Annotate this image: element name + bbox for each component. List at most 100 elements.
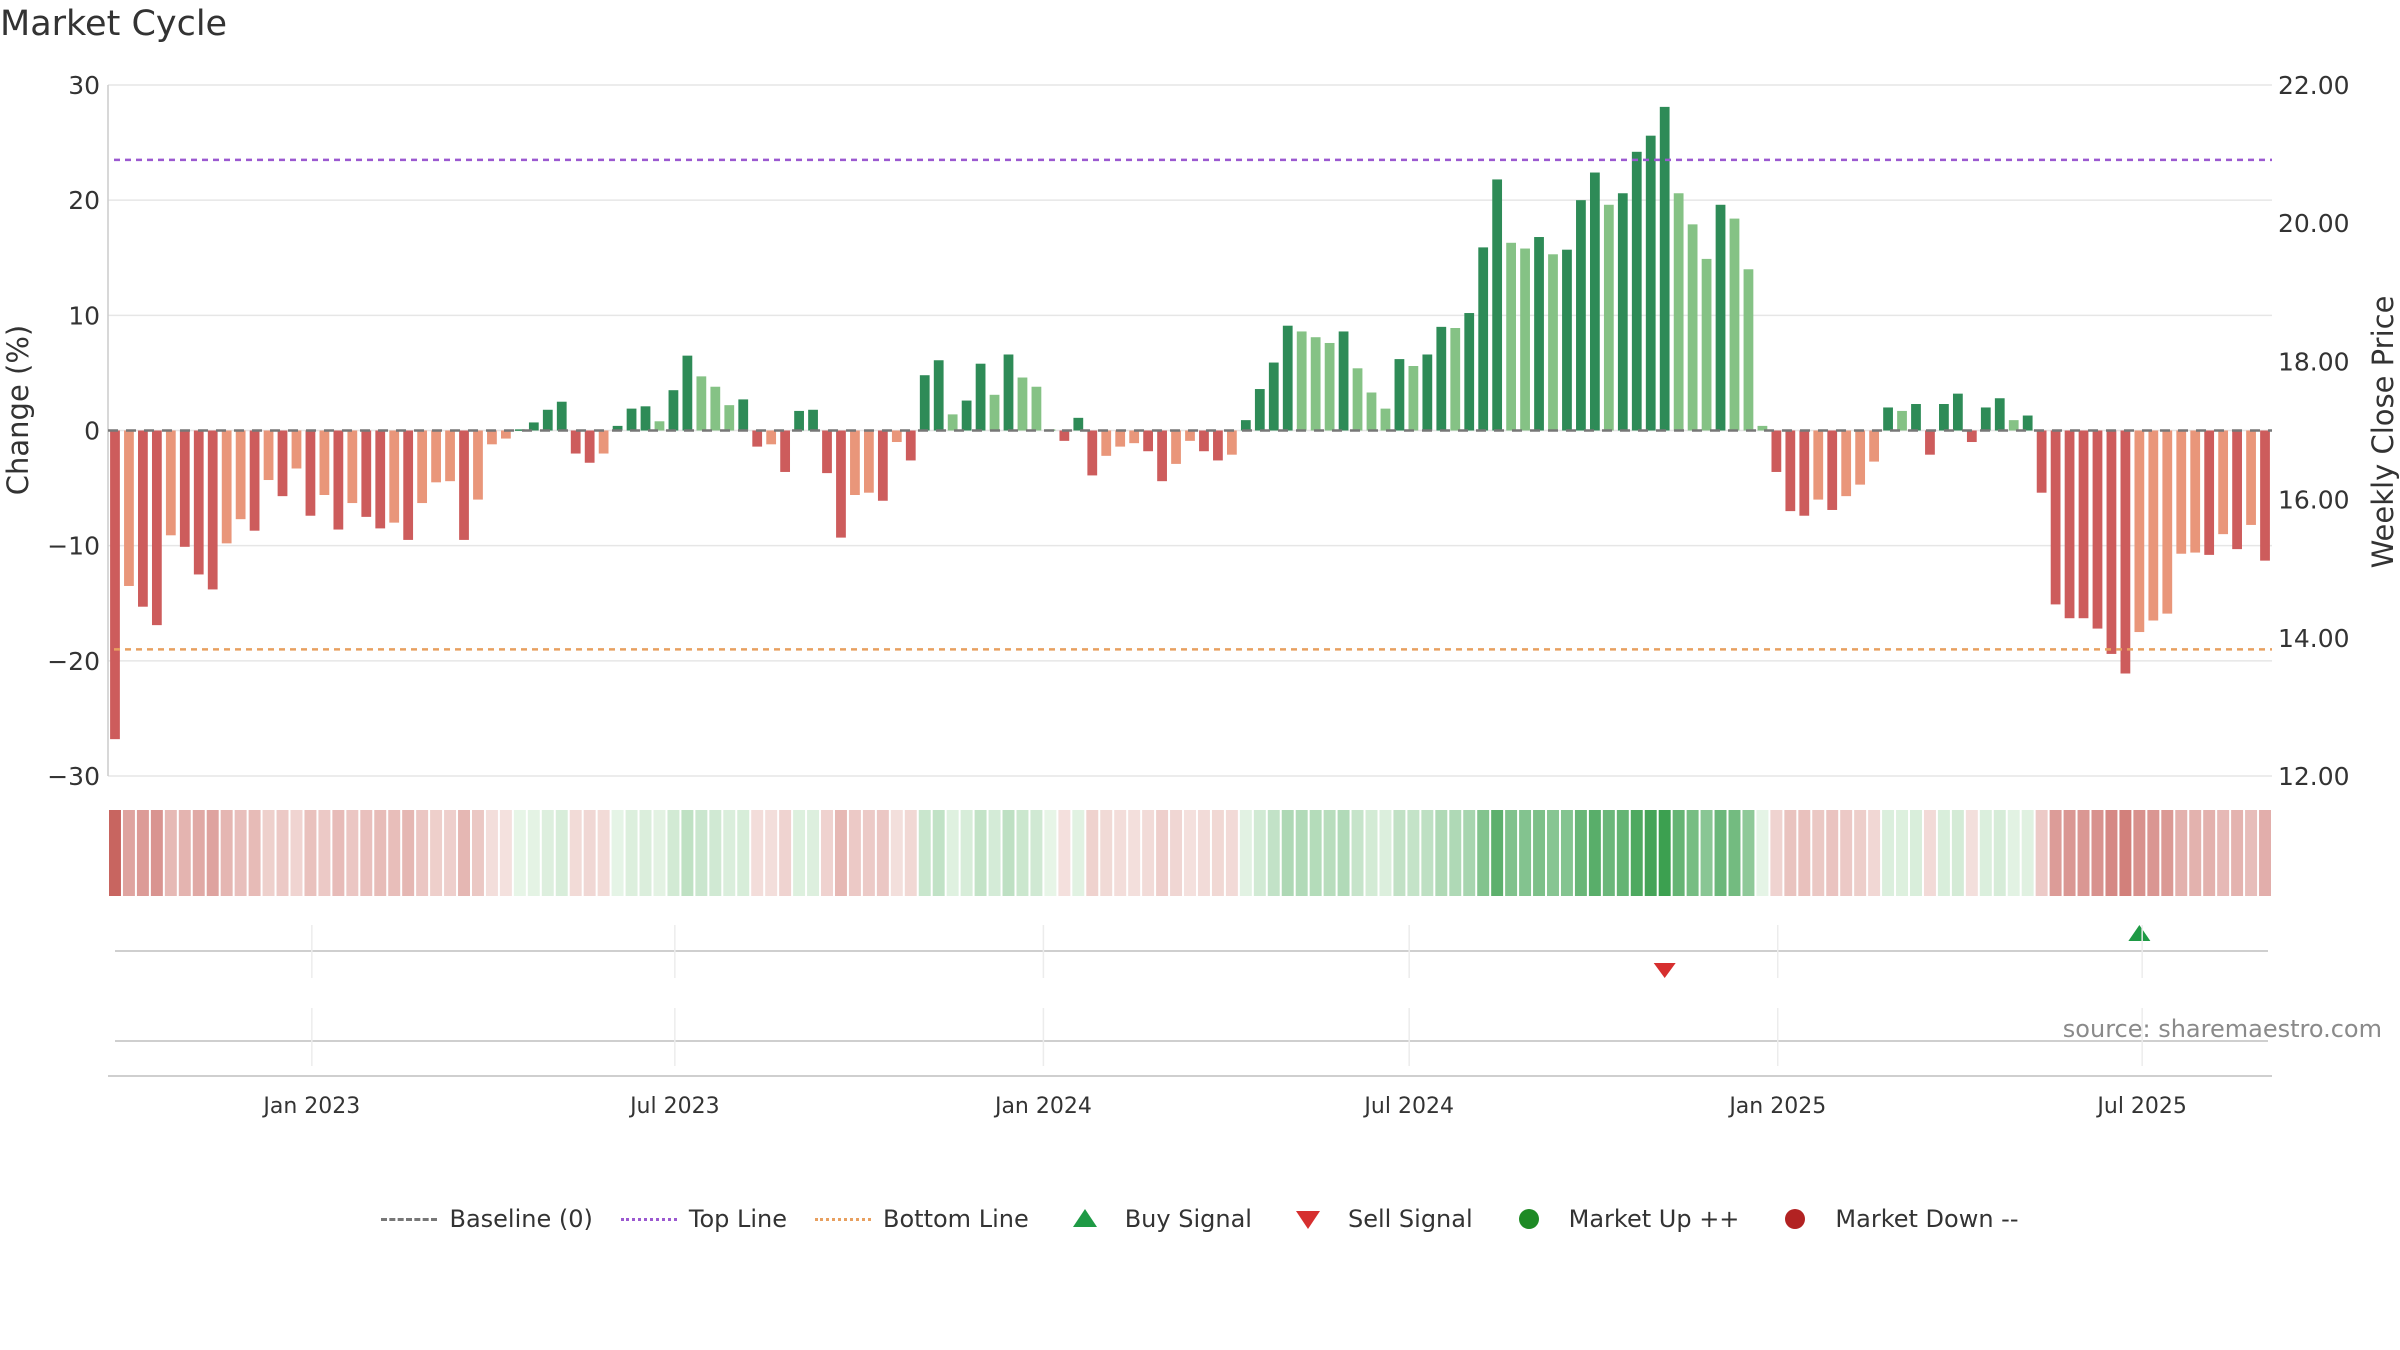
heat-cell [2245, 810, 2258, 896]
bar [1464, 313, 1475, 431]
bar [1994, 398, 2005, 431]
bar [235, 430, 246, 520]
bar [752, 430, 763, 447]
heat-cell [1882, 810, 1895, 896]
heat-cell [1993, 810, 2006, 896]
green-dot-icon [1501, 1207, 1557, 1231]
bar [1939, 404, 1949, 431]
y-tick-label: 30 [68, 71, 100, 100]
heat-cell [2217, 810, 2230, 896]
bar [864, 430, 874, 493]
heat-cell [751, 810, 764, 896]
bar [361, 430, 372, 517]
bar [1562, 249, 1572, 431]
bar [766, 430, 777, 445]
heat-cell [541, 810, 554, 896]
bar [836, 430, 846, 538]
bar [1003, 354, 1014, 431]
bar [179, 430, 190, 547]
bar [1115, 430, 1126, 447]
bar [124, 430, 134, 586]
heat-cell [346, 810, 359, 896]
bar [1799, 430, 1810, 516]
bar [1827, 430, 1838, 510]
bar [2064, 430, 2075, 619]
heat-cell [1714, 810, 1727, 896]
y2-tick-label: 16.00 [2278, 486, 2350, 515]
bar [1966, 430, 1977, 443]
heat-cell [848, 810, 861, 896]
heat-cell [1267, 810, 1280, 896]
legend-buy[interactable]: Buy Signal [1057, 1205, 1252, 1233]
bar [1952, 393, 1963, 431]
heat-cell [1030, 810, 1043, 896]
heat-cell [862, 810, 875, 896]
heat-cell [513, 810, 526, 896]
legend-market-down-label: Market Down -- [1835, 1205, 2019, 1233]
bar [1534, 237, 1544, 431]
heat-cell [1142, 810, 1155, 896]
legend-baseline[interactable]: Baseline (0) [381, 1205, 593, 1233]
bar [2204, 430, 2215, 555]
bar [1408, 366, 1419, 431]
bar [1478, 247, 1489, 431]
heat-cell [1784, 810, 1797, 896]
heat-cell [164, 810, 177, 896]
bar [1659, 106, 1670, 431]
legend-top-line[interactable]: Top Line [620, 1205, 787, 1233]
bottom-line-swatch-icon [815, 1207, 872, 1231]
heat-cell [1337, 810, 1350, 896]
heat-cell [1435, 810, 1448, 896]
bar [780, 430, 791, 472]
bar [2036, 430, 2047, 493]
heat-cell [388, 810, 401, 896]
heat-cell [1965, 810, 1978, 896]
legend-bottom-line[interactable]: Bottom Line [815, 1205, 1029, 1233]
bar [1226, 430, 1237, 455]
heat-cell [2119, 810, 2132, 896]
heat-cell [2147, 810, 2160, 896]
legend-market-up[interactable]: Market Up ++ [1501, 1205, 1739, 1233]
heat-cell [1910, 810, 1922, 896]
heat-cell [1449, 810, 1462, 896]
y2-tick-label: 20.00 [2278, 209, 2350, 238]
bar [1701, 258, 1712, 431]
bar [1324, 342, 1335, 431]
bar [1143, 430, 1154, 452]
legend-sell[interactable]: Sell Signal [1280, 1205, 1473, 1233]
heat-cell [1323, 810, 1336, 896]
heat-cell [918, 810, 931, 896]
heat-cell [807, 810, 820, 896]
heat-cell [1225, 810, 1238, 896]
heat-cell [220, 810, 233, 896]
heat-cell [430, 810, 443, 896]
x-tick-label: Jan 2024 [993, 1094, 1092, 1119]
heat-cell [374, 810, 387, 896]
heat-cell [206, 810, 219, 896]
heat-cell [2021, 810, 2034, 896]
bar [542, 409, 553, 431]
y-tick-label: 10 [68, 301, 100, 330]
heat-cell [1100, 810, 1113, 896]
bar [221, 430, 232, 544]
heat-cell [1044, 810, 1057, 896]
heat-cell [2105, 810, 2118, 896]
bar [403, 430, 414, 540]
bar [1199, 430, 1209, 452]
heat-cell [737, 810, 750, 896]
heat-cell [2035, 810, 2048, 896]
bar [1729, 218, 1740, 431]
heat-cell [1281, 810, 1294, 896]
heat-cell [1630, 810, 1643, 896]
bar [584, 430, 595, 463]
bar [1031, 386, 1042, 431]
bar [1366, 392, 1377, 431]
heat-cell [2203, 810, 2216, 896]
bar [1743, 269, 1754, 431]
sell-signal-marker [1653, 963, 1676, 978]
heat-cell [248, 810, 261, 896]
bar [654, 421, 665, 431]
heat-cell [1156, 810, 1169, 896]
bar [1520, 248, 1530, 431]
legend-market-down[interactable]: Market Down -- [1767, 1205, 2019, 1233]
